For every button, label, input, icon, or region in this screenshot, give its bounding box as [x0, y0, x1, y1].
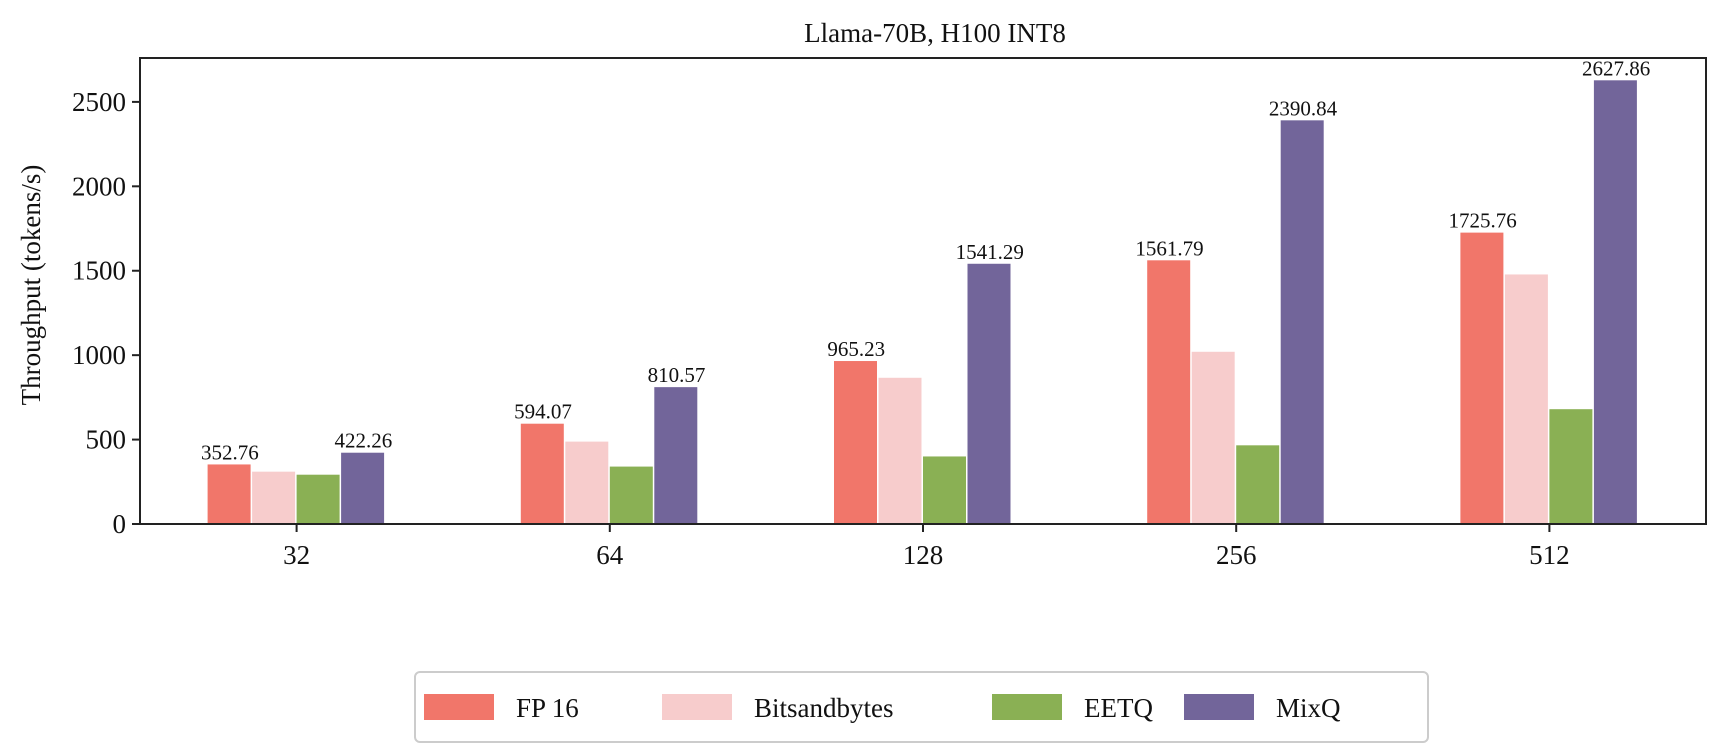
y-tick-label: 0 — [113, 509, 127, 539]
x-tick-label: 64 — [596, 540, 624, 570]
bar-fp-16-64 — [520, 423, 564, 524]
legend-label: Bitsandbytes — [754, 693, 894, 723]
data-label: 422.26 — [334, 429, 392, 453]
chart-title: Llama-70B, H100 INT8 — [804, 18, 1066, 48]
bar-bitsandbytes-64 — [565, 441, 609, 524]
data-label: 810.57 — [648, 363, 706, 387]
x-tick-label: 512 — [1529, 540, 1570, 570]
bar-eetq-64 — [609, 466, 653, 524]
bar-eetq-128 — [923, 456, 966, 524]
plot-area: 352.76 594.07 965.23 1561.79 1725.76 422.26 81… — [72, 56, 1707, 570]
legend-label: FP 16 — [516, 693, 579, 723]
bar-bitsandbytes-32 — [252, 471, 296, 524]
data-label: 2627.86 — [1582, 56, 1650, 80]
legend-label: EETQ — [1084, 693, 1153, 723]
x-tick-label: 32 — [283, 540, 310, 570]
y-tick-label: 1000 — [72, 340, 126, 370]
data-label: 1541.29 — [956, 240, 1024, 264]
legend-swatch — [1184, 694, 1254, 720]
legend: FP 16 Bitsandbytes EETQ MixQ — [414, 671, 1429, 743]
bar-bitsandbytes-512 — [1504, 274, 1548, 524]
y-tick-label: 1500 — [72, 256, 126, 286]
data-label: 594.07 — [514, 400, 572, 424]
data-label: 965.23 — [827, 337, 885, 361]
data-label: 352.76 — [201, 440, 259, 464]
y-tick-label: 2000 — [72, 171, 126, 201]
bar-bitsandbytes-128 — [878, 377, 922, 524]
bar-fp-16-512 — [1460, 232, 1504, 524]
x-tick-label: 256 — [1216, 540, 1257, 570]
bar-fp-16-256 — [1147, 260, 1191, 524]
y-tick-label: 2500 — [72, 87, 126, 117]
legend-swatch — [424, 694, 494, 720]
legend-box — [414, 671, 1429, 743]
bar-mixq-32 — [341, 452, 385, 524]
data-label: 1725.76 — [1449, 209, 1517, 233]
bar-eetq-512 — [1549, 409, 1593, 524]
bar-eetq-256 — [1236, 445, 1280, 524]
bar-mixq-512 — [1593, 80, 1637, 524]
bar-mixq-128 — [967, 263, 1011, 524]
x-tick-label: 128 — [903, 540, 944, 570]
legend-swatch — [662, 694, 732, 720]
data-label: 1561.79 — [1135, 236, 1203, 260]
y-tick-label: 500 — [86, 425, 127, 455]
data-label: 2390.84 — [1269, 96, 1338, 120]
bar-eetq-32 — [296, 474, 340, 524]
bar-fp-16-128 — [834, 361, 877, 524]
bar-mixq-64 — [654, 387, 698, 524]
y-axis-label: Throughput (tokens/s) — [16, 165, 46, 406]
legend-label: MixQ — [1276, 693, 1341, 723]
bar-bitsandbytes-256 — [1191, 351, 1235, 524]
bar-mixq-256 — [1280, 120, 1324, 524]
bar-fp-16-32 — [207, 464, 251, 524]
legend-swatch — [992, 694, 1062, 720]
